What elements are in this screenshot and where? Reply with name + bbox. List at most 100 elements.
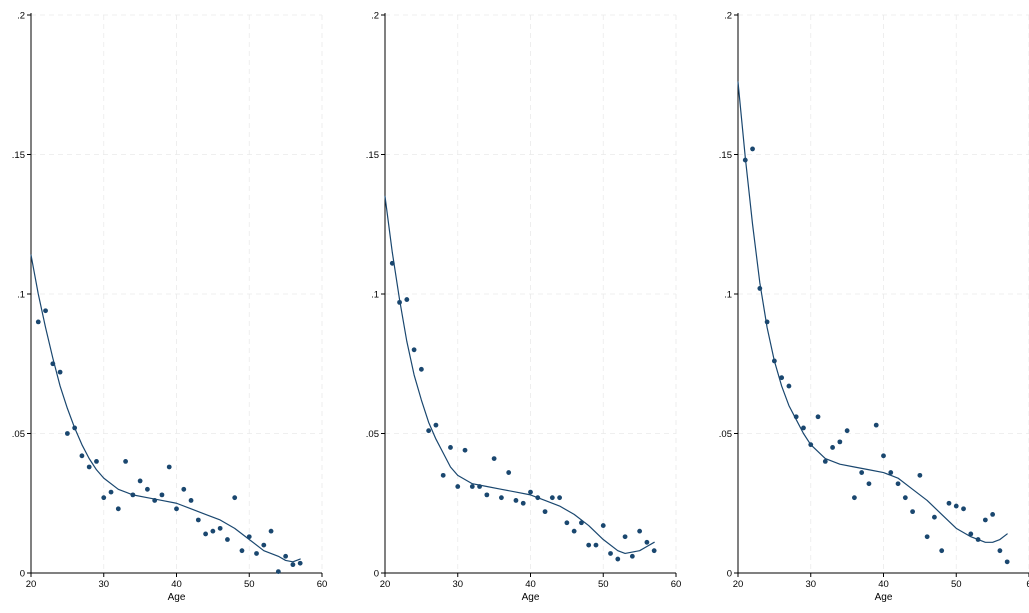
- chart-3-point-15: [852, 495, 857, 501]
- chart-1-point-9: [101, 495, 107, 501]
- chart-1-point-32: [268, 528, 274, 534]
- chart-3-point-26: [932, 514, 937, 520]
- chart-2-xtick-label-3: 50: [598, 579, 609, 590]
- chart-2-ytick-label-1: .05: [366, 429, 379, 440]
- chart-2-point-5: [426, 428, 432, 434]
- chart-2-point-16: [506, 470, 512, 475]
- chart-2-point-33: [629, 553, 635, 559]
- chart-3-point-17: [866, 481, 872, 487]
- chart-3-point-22: [902, 495, 908, 501]
- chart-2-point-7: [440, 472, 446, 478]
- chart-1-point-6: [79, 453, 85, 459]
- chart-1-xtick-label-1: 30: [98, 579, 109, 590]
- chart-3-point-33: [982, 517, 988, 523]
- chart-2-point-10: [462, 447, 468, 453]
- chart-1-ytick-label-1: .05: [12, 429, 25, 440]
- chart-2-ytick-label-2: .1: [371, 290, 379, 301]
- chart-2-point-14: [491, 456, 497, 462]
- chart-3-xtick-label-4: 6: [1026, 579, 1029, 590]
- chart-3-point-34: [990, 512, 996, 517]
- chart-2-point-6: [433, 422, 439, 428]
- chart-2-point-29: [600, 523, 606, 528]
- chart-2-point-21: [542, 509, 548, 515]
- chart-2-xtick-label-0: 20: [380, 579, 391, 590]
- chart-2-xtick-label-2: 40: [525, 579, 536, 590]
- chart-1-point-3: [57, 369, 63, 375]
- chart-2-point-3: [411, 347, 417, 353]
- chart-1-ytick-label-4: .2: [17, 11, 25, 22]
- chart-2-point-13: [484, 492, 490, 498]
- chart-1-xlabel: Age: [168, 592, 186, 603]
- chart-2-ytick-label-0: 0: [374, 569, 379, 580]
- chart-1-point-30: [254, 551, 259, 556]
- chart-3-xlabel: Age: [875, 592, 893, 603]
- chart-1-fit-line: [30, 254, 301, 563]
- chart-3-point-36: [1004, 559, 1010, 565]
- chart-2-xtick-label-1: 30: [452, 579, 463, 590]
- chart-2-point-19: [528, 489, 533, 495]
- chart-1: 0 .05 .1 .15 .2 20 30 40 50 60 Age: [12, 11, 328, 604]
- chart-2-point-25: [571, 528, 577, 534]
- chart-2-point-4: [418, 366, 424, 372]
- chart-2-ytick-label-3: .15: [366, 150, 379, 161]
- chart-3-point-5: [779, 375, 785, 381]
- chart-2-point-18: [520, 500, 526, 506]
- chart-3-point-11: [822, 459, 828, 464]
- chart-1-point-15: [145, 486, 150, 492]
- chart-3-point-1: [750, 146, 755, 152]
- chart-1-point-22: [195, 517, 201, 523]
- chart-1-ytick-label-2: .1: [17, 290, 25, 301]
- chart-1-point-18: [166, 464, 172, 470]
- chart-2-point-22: [549, 495, 555, 501]
- chart-3-ytick-label-1: .05: [719, 429, 732, 440]
- chart-1-point-24: [210, 528, 216, 534]
- chart-3-ytick-label-3: .15: [719, 150, 732, 161]
- chart-2-point-36: [651, 548, 657, 554]
- chart-3-ytick-label-0: 0: [727, 569, 732, 580]
- chart-3-point-35: [997, 548, 1003, 554]
- chart-3-point-30: [961, 506, 966, 512]
- chart-3-point-12: [830, 445, 835, 450]
- chart-2-point-32: [622, 534, 628, 540]
- chart-1-point-4: [64, 431, 70, 436]
- chart-2-point-2: [404, 297, 410, 302]
- chart-3-point-28: [946, 500, 952, 506]
- chart-2-point-30: [608, 551, 613, 556]
- chart-3-point-21: [895, 481, 901, 487]
- chart-3-xtick-label-1: 30: [805, 579, 816, 590]
- chart-3-fit-line: [737, 81, 1008, 543]
- chart-1-point-27: [232, 495, 238, 501]
- chart-1-point-25: [217, 525, 223, 531]
- chart-2-point-17: [513, 498, 519, 503]
- chart-3-point-20: [888, 470, 894, 475]
- chart-2-point-28: [593, 542, 599, 548]
- chart-1-point-28: [239, 548, 245, 554]
- chart-3-point-6: [786, 383, 792, 389]
- chart-1-point-20: [181, 486, 187, 492]
- chart-3-point-13: [837, 439, 843, 445]
- chart-2-point-34: [637, 528, 643, 534]
- chart-1-point-11: [115, 506, 121, 512]
- chart-3-point-16: [859, 470, 865, 475]
- chart-1-point-34: [283, 553, 289, 559]
- chart-1-xtick-label-2: 40: [171, 579, 182, 590]
- chart-1-point-33: [275, 569, 281, 575]
- chart-2-ytick-label-4: .2: [371, 11, 379, 22]
- chart-3-point-19: [881, 453, 886, 459]
- chart-1-point-23: [203, 531, 209, 537]
- chart-3-xtick-label-3: 50: [951, 579, 962, 590]
- chart-1-point-7: [86, 464, 92, 470]
- chart-1-ytick-label-3: .15: [12, 150, 25, 161]
- chart-3-point-25: [924, 534, 930, 540]
- chart-3-ytick-label-4: .2: [724, 11, 732, 22]
- chart-1-point-19: [174, 506, 179, 512]
- chart-2-xtick-label-4: 60: [671, 579, 682, 590]
- chart-3: 0 .05 .1 .15 .2 20 30 40 50 6 Age: [719, 11, 1029, 603]
- chart-3-point-14: [844, 428, 850, 434]
- chart-2-point-31: [615, 556, 621, 562]
- chart-3-point-24: [917, 472, 923, 478]
- chart-1-point-14: [137, 478, 143, 484]
- chart-1-point-17: [159, 492, 165, 498]
- chart-1-xtick-label-3: 50: [244, 579, 255, 590]
- chart-3-point-29: [953, 503, 959, 509]
